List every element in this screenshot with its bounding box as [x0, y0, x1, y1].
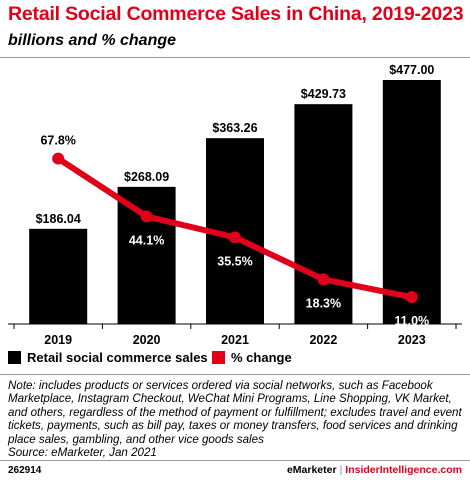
- bar-2020: [117, 186, 176, 324]
- bar-value-label-2021: $363.26: [212, 121, 257, 135]
- chart-subtitle: billions and % change: [8, 32, 177, 49]
- footer-brand: eMarketer | InsiderIntelligence.com: [287, 464, 462, 476]
- change-point-2022: [317, 273, 330, 286]
- change-label-2019: 67.8%: [40, 134, 75, 148]
- chart-legend: Retail social commerce sales % change: [0, 350, 470, 370]
- bar-value-label-2023: $477.00: [389, 63, 434, 77]
- note-divider: [0, 374, 470, 375]
- legend-label-change: % change: [231, 350, 292, 365]
- change-point-2019: [52, 152, 65, 165]
- change-label-2020: 44.1%: [129, 233, 164, 247]
- x-tick-label-2021: 2021: [221, 333, 249, 347]
- bar-2022: [294, 104, 353, 324]
- x-tick-label-2020: 2020: [133, 333, 161, 347]
- change-point-2023: [405, 291, 418, 304]
- chart-title: Retail Social Commerce Sales in China, 2…: [8, 3, 464, 25]
- bar-value-label-2020: $268.09: [124, 170, 169, 184]
- change-point-2020: [140, 210, 153, 223]
- note-text: Note: includes products or services orde…: [8, 379, 462, 446]
- bar-2023: [382, 80, 441, 324]
- brand-name: eMarketer: [286, 464, 337, 476]
- change-label-2021: 35.5%: [217, 254, 252, 268]
- note-source: Source: eMarketer, Jan 2021: [8, 446, 157, 460]
- x-tick-label-2022: 2022: [309, 333, 337, 347]
- chart-note: Note: includes products or services orde…: [8, 379, 464, 459]
- change-label-2022: 18.3%: [306, 296, 341, 310]
- bar-value-label-2019: $186.04: [36, 212, 81, 226]
- brand-site: InsiderIntelligence.com: [345, 464, 462, 476]
- footer-divider: [0, 460, 470, 461]
- combo-chart: $186.04 $268.09 $363.26 $429.73 $477.00 2019 2…: [8, 63, 462, 347]
- change-label-2023: 11.0%: [394, 314, 429, 328]
- legend-item-sales: Retail social commerce sales: [8, 350, 208, 365]
- legend-label-sales: Retail social commerce sales: [27, 350, 208, 365]
- bar-value-label-2022: $429.73: [301, 87, 346, 101]
- x-tick-label-2019: 2019: [44, 333, 72, 347]
- chart-id: 262914: [8, 465, 42, 476]
- change-point-2021: [229, 231, 241, 244]
- legend-swatch-sales: [8, 351, 21, 364]
- bar-2019: [29, 228, 88, 324]
- header-divider: [0, 57, 470, 58]
- x-tick-label-2023: 2023: [398, 333, 426, 347]
- legend-swatch-change: [212, 351, 225, 364]
- legend-item-change: % change: [212, 350, 292, 365]
- brand-separator: |: [339, 464, 343, 476]
